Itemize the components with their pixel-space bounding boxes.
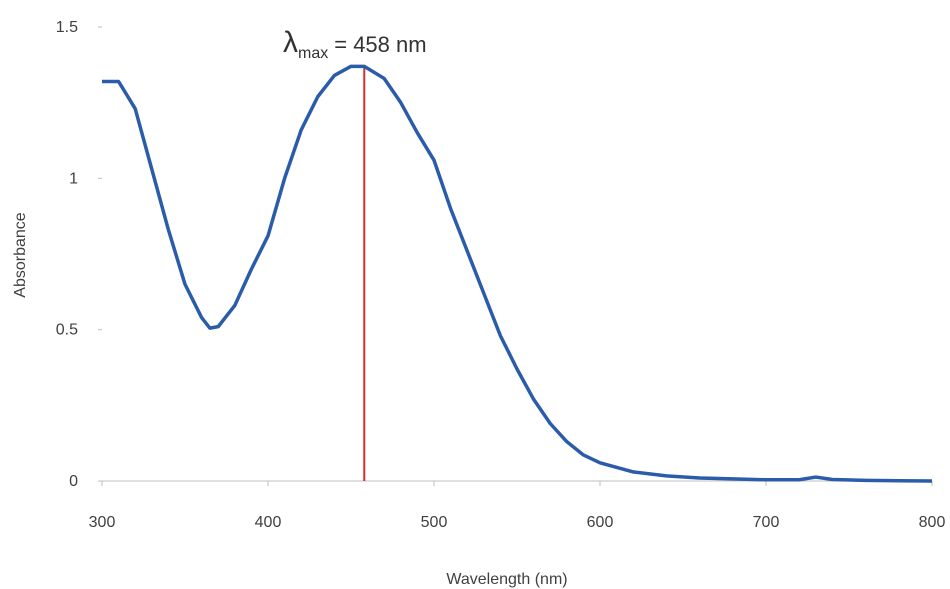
data-line [102, 66, 932, 481]
x-tick-label: 400 [255, 514, 282, 531]
y-tick-label: 0.5 [56, 322, 78, 339]
x-tick-label: 700 [753, 514, 780, 531]
y-axis-label: Absorbance [12, 212, 29, 297]
x-tick-label: 800 [919, 514, 946, 531]
annotation-symbol: λ [283, 26, 298, 59]
x-tick-label: 300 [89, 514, 116, 531]
y-tick-label: 1.5 [56, 19, 78, 36]
annotation-subscript: max [298, 45, 328, 62]
chart: Absorbance Wavelength (nm) λmax= 458 nm … [0, 0, 950, 589]
x-axis-label: Wavelength (nm) [446, 571, 567, 588]
y-tick-label: 1 [69, 170, 78, 187]
annotation: λmax = 458 nm [283, 26, 427, 62]
x-tick-label: 500 [421, 514, 448, 531]
x-tick-label: 600 [587, 514, 614, 531]
annotation-text: = 458 nm [334, 32, 426, 57]
y-tick-label: 0 [69, 473, 78, 490]
